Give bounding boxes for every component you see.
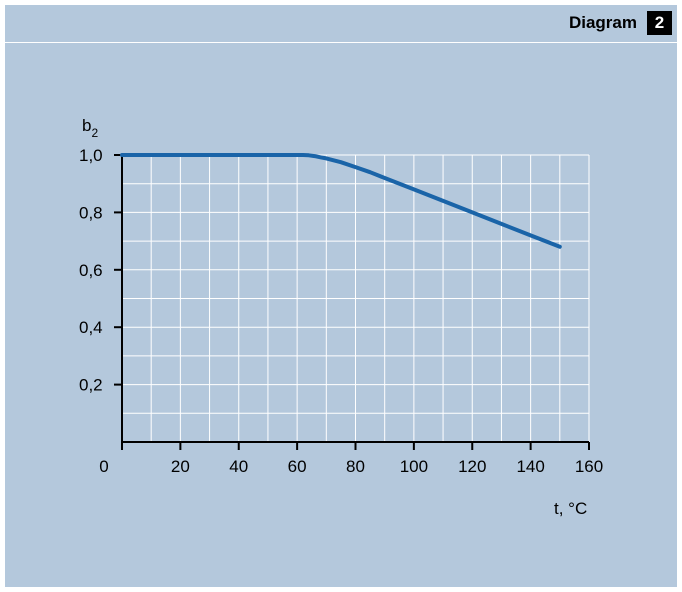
y-tick-label: 0,2 xyxy=(79,376,103,395)
y-tick-label: 1,0 xyxy=(79,146,103,165)
diagram-panel: Diagram 2 xyxy=(5,5,677,587)
x-tick-label: 60 xyxy=(288,457,307,476)
header-divider xyxy=(5,42,677,43)
diagram-number-badge: 2 xyxy=(647,11,672,35)
x-tick-label: 40 xyxy=(229,457,248,476)
x-tick-label: 0 xyxy=(99,457,108,476)
series-line xyxy=(120,153,562,249)
x-tick-label: 100 xyxy=(400,457,428,476)
x-ticks: 0 20 40 60 80 100 120 140 160 xyxy=(99,442,603,476)
y-axis-label-subscript: 2 xyxy=(91,126,98,140)
diagram-title: Diagram xyxy=(568,13,637,32)
y-axis-label: b2 xyxy=(82,116,98,140)
x-axis-label: t, °C xyxy=(554,499,587,518)
x-tick-label: 20 xyxy=(171,457,190,476)
y-ticks: 1,0 0,8 0,6 0,4 0,2 xyxy=(79,146,122,395)
y-tick-label: 0,4 xyxy=(79,318,103,337)
y-tick-label: 0,8 xyxy=(79,203,103,222)
grid xyxy=(122,154,590,442)
x-tick-label: 80 xyxy=(346,457,365,476)
x-tick-label: 120 xyxy=(458,457,486,476)
x-tick-label: 160 xyxy=(575,457,603,476)
y-tick-label: 0,6 xyxy=(79,261,103,280)
x-tick-label: 140 xyxy=(516,457,544,476)
y-axis-label-base: b xyxy=(82,116,91,135)
